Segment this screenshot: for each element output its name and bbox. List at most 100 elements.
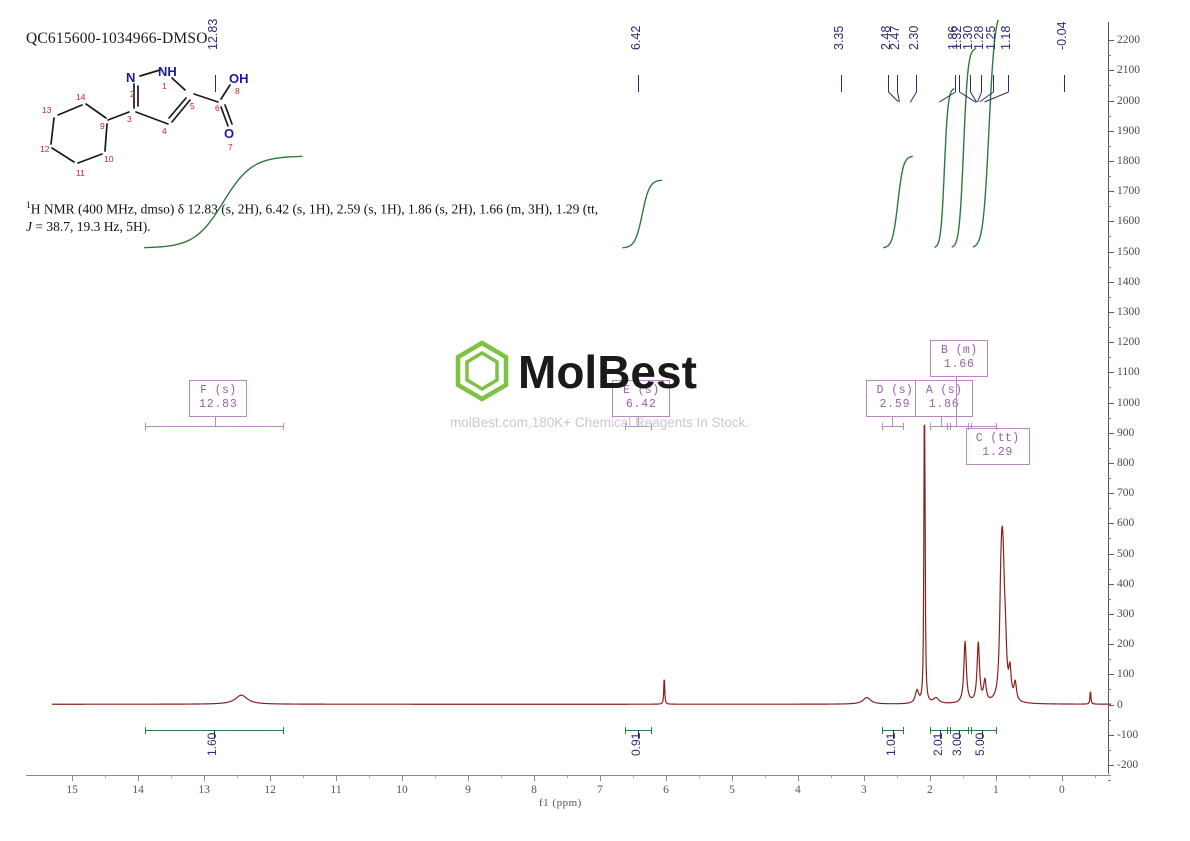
multiplet-id: C (tt) xyxy=(975,432,1020,445)
y-tick-label: 1400 xyxy=(1117,275,1140,288)
x-tick xyxy=(731,775,733,781)
peak-label: 1.25 xyxy=(984,25,999,50)
peak-label: 12.83 xyxy=(206,18,221,50)
y-tick-minor xyxy=(1108,417,1111,419)
multiplet-shift: 12.83 xyxy=(199,398,238,411)
x-tick-minor xyxy=(105,775,107,778)
x-tick-minor xyxy=(830,775,832,778)
multiplet-range-cap xyxy=(651,423,653,430)
x-tick xyxy=(929,775,931,781)
x-tick-label: 10 xyxy=(396,784,408,796)
integral-stem xyxy=(958,730,960,739)
x-tick-minor xyxy=(764,775,766,778)
integral-value-label: 3.00 xyxy=(949,732,964,756)
integral-range-cap xyxy=(995,727,997,734)
multiplet-range-cap xyxy=(968,423,970,430)
multiplet-stem xyxy=(638,416,640,426)
x-tick-label: 0 xyxy=(1058,784,1065,796)
integral-value-label: 1.60 xyxy=(205,732,220,756)
y-tick xyxy=(1108,311,1114,313)
y-tick xyxy=(1108,402,1114,404)
integral-curve xyxy=(934,88,955,248)
y-tick-minor xyxy=(1108,749,1111,751)
y-tick-label: 1300 xyxy=(1117,305,1140,318)
x-tick-minor xyxy=(1028,775,1030,778)
peak-leader-line xyxy=(1007,75,1009,92)
multiplet-shift: 1.66 xyxy=(943,358,975,371)
y-tick-label: -100 xyxy=(1117,728,1139,741)
x-tick xyxy=(534,775,535,781)
y-tick xyxy=(1108,372,1114,374)
integral-stem xyxy=(892,730,894,739)
multiplet-id: B (m) xyxy=(941,344,978,357)
multiplet-box-f: F (s) 12.83 xyxy=(189,380,248,417)
x-tick-minor xyxy=(962,775,964,778)
peak-leader-line xyxy=(896,75,898,92)
atom-number-9: 9 xyxy=(100,121,105,131)
x-tick-minor xyxy=(303,775,305,778)
y-tick-label: 1000 xyxy=(1117,396,1140,409)
multiplet-box-d: D (s) 2.59 xyxy=(865,380,924,417)
peak-label: 3.35 xyxy=(831,25,846,50)
multiplet-box-a: A (s) 1.86 xyxy=(915,380,974,417)
integral-range xyxy=(625,730,652,731)
peak-label: 2.47 xyxy=(887,25,902,50)
x-tick-label: 4 xyxy=(795,784,801,796)
integral-curve xyxy=(951,48,976,248)
peak-leader-line xyxy=(638,75,640,92)
y-tick-label: 2000 xyxy=(1117,94,1140,107)
y-tick-minor xyxy=(1108,85,1111,87)
y-tick-minor xyxy=(1108,538,1111,540)
y-tick xyxy=(1108,160,1114,162)
y-tick-label: 700 xyxy=(1117,487,1135,500)
atom-number-10: 10 xyxy=(104,154,114,164)
integral-stem xyxy=(939,730,941,739)
y-tick-label: 500 xyxy=(1117,547,1135,560)
y-tick-label: 1700 xyxy=(1117,185,1140,198)
y-tick-label: 1600 xyxy=(1117,215,1140,228)
y-tick xyxy=(1108,764,1114,766)
y-tick-minor xyxy=(1108,689,1111,691)
y-tick xyxy=(1108,462,1114,464)
x-tick-label: 3 xyxy=(861,784,867,796)
peak-leader-line xyxy=(215,75,217,92)
y-tick-label: 100 xyxy=(1117,668,1135,681)
x-tick-minor xyxy=(632,775,634,778)
multiplet-shift: 2.59 xyxy=(879,398,911,411)
integral-value-label: 1.01 xyxy=(883,732,898,756)
multiplet-range-cap xyxy=(144,423,146,430)
atom-number-13: 13 xyxy=(42,105,52,115)
y-tick-minor xyxy=(1108,145,1111,147)
multiplet-range-cap xyxy=(283,423,285,430)
y-tick xyxy=(1108,251,1114,253)
peak-leader-line xyxy=(888,75,890,92)
x-tick xyxy=(995,775,997,781)
integral-curve xyxy=(622,179,663,249)
y-tick xyxy=(1108,493,1114,495)
x-tick-label: 1 xyxy=(992,784,999,796)
multiplet-shift: 6.42 xyxy=(625,398,657,411)
y-tick-label: 1500 xyxy=(1117,245,1140,258)
multiplet-range xyxy=(144,426,284,427)
x-tick xyxy=(863,775,865,781)
y-tick-minor xyxy=(1108,447,1111,449)
integral-value-label: 5.00 xyxy=(972,732,987,756)
x-tick-label: 12 xyxy=(264,784,276,796)
integral-value-label: 2.01 xyxy=(930,732,945,756)
integral-curves xyxy=(144,10,1006,249)
peak-leader-line xyxy=(840,75,842,92)
y-tick-label: 300 xyxy=(1117,607,1135,620)
x-tick-minor xyxy=(698,775,700,778)
integral-curve xyxy=(972,10,1006,248)
x-tick-minor xyxy=(1094,775,1096,778)
nmr-assignment-text: 1H NMR (400 MHz, dmso) δ 12.83 (s, 2H), … xyxy=(26,198,606,235)
x-tick xyxy=(665,775,667,781)
peak-leader-line xyxy=(1064,75,1066,92)
integral-stem xyxy=(638,730,640,739)
integral-stem xyxy=(214,730,216,739)
x-tick-label: 13 xyxy=(198,784,210,796)
x-tick-minor xyxy=(171,775,173,778)
peak-label: 1.18 xyxy=(998,25,1013,50)
multiplet-id: F (s) xyxy=(200,384,237,397)
integral-range xyxy=(968,730,996,731)
